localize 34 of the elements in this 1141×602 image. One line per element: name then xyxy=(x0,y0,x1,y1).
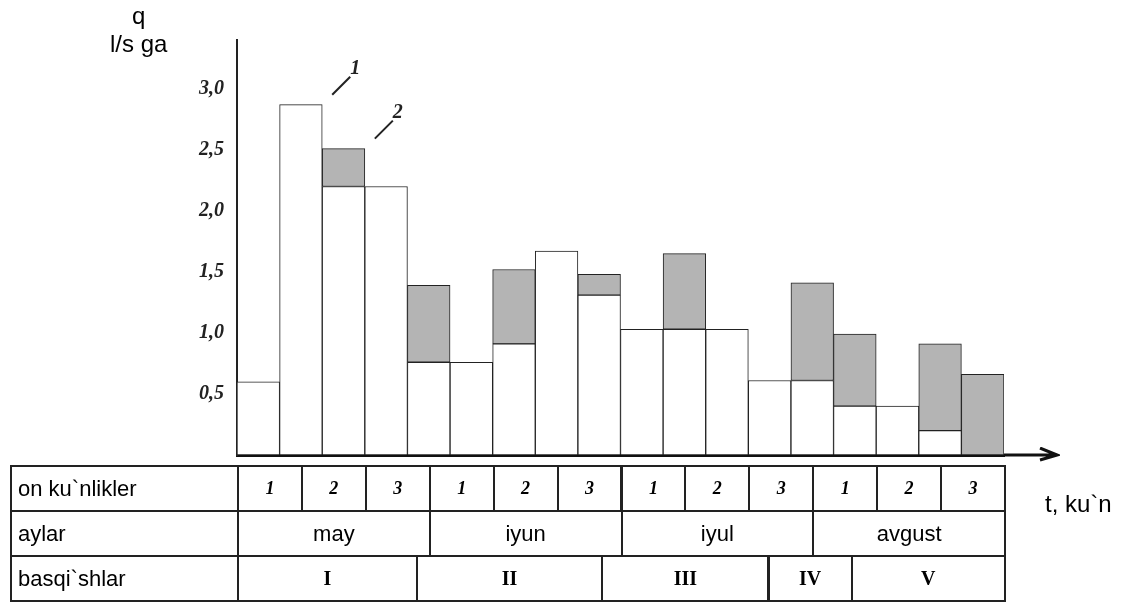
series-label: 1 xyxy=(237,465,303,512)
text: 3 xyxy=(940,465,1006,512)
text: II xyxy=(415,555,604,602)
text: avgust xyxy=(812,510,1006,557)
text: IV xyxy=(767,555,853,602)
y-tick-label: 3,0 xyxy=(198,76,224,98)
annotation: 1 xyxy=(350,55,361,78)
y-tick-label: 1,0 xyxy=(199,320,224,343)
series-label: 2 xyxy=(391,99,403,122)
text: 1 xyxy=(428,465,495,512)
text: iyun xyxy=(428,510,623,557)
y-tick-label: 0,5 xyxy=(199,381,224,404)
y-tick-label: 2,0 xyxy=(198,198,224,221)
text: basqi`shlar xyxy=(10,555,239,602)
text: iyul xyxy=(620,510,815,557)
text: on ku`nlikler xyxy=(10,465,239,512)
y-tick-label: 2,5 xyxy=(198,137,224,160)
text: 3 xyxy=(364,465,431,512)
text: 1 xyxy=(620,465,687,512)
text: 2 xyxy=(876,465,943,512)
text: 3 xyxy=(748,465,815,512)
text: 1 xyxy=(812,465,879,512)
text: III xyxy=(601,555,770,602)
text: 2 xyxy=(492,465,559,512)
text: V xyxy=(850,555,1006,602)
text: 3 xyxy=(556,465,623,512)
text: 2 xyxy=(300,465,367,512)
text: aylar xyxy=(10,510,239,557)
text: I xyxy=(237,555,418,602)
x-axis-title: t, ku`n xyxy=(1045,490,1112,518)
y-tick-label: 1,5 xyxy=(199,259,224,282)
y-axis-title: q l/s ga xyxy=(110,2,168,58)
text: 2 xyxy=(684,465,751,512)
text: may xyxy=(237,510,431,557)
